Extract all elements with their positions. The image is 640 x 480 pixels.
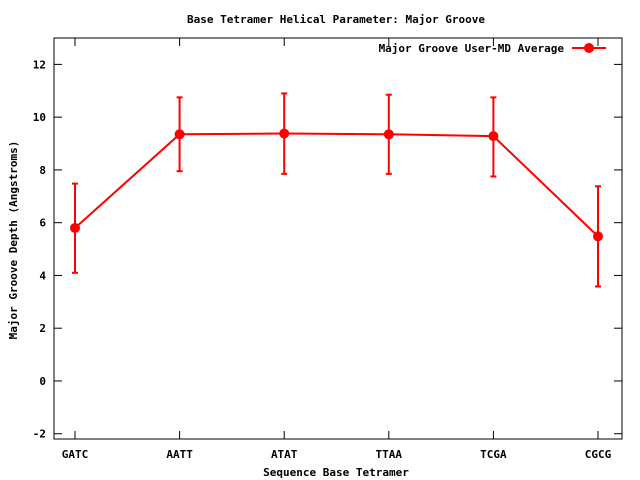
y-tick-label: 4 xyxy=(39,269,46,282)
x-axis: GATC AATT ATAT TTAA TCGA CGCG xyxy=(62,38,612,461)
plot-frame xyxy=(53,37,623,440)
data-point xyxy=(593,231,603,242)
legend-marker xyxy=(584,43,594,53)
data-point xyxy=(383,129,394,140)
legend-label: Major Groove User-MD Average xyxy=(379,42,565,55)
y-axis-label: Major Groove Depth (Angstroms) xyxy=(7,141,20,340)
y-tick-label: 6 xyxy=(39,217,46,230)
data-point xyxy=(174,129,185,140)
series-layer xyxy=(70,92,603,288)
data-point xyxy=(488,131,499,142)
x-tick-label: TCGA xyxy=(480,448,507,461)
x-tick-label: AATT xyxy=(166,448,193,461)
x-tick-label: GATC xyxy=(62,448,89,461)
legend: Major Groove User-MD Average xyxy=(379,42,606,55)
y-tick-label: 10 xyxy=(33,111,46,124)
data-point xyxy=(70,222,80,233)
y-tick-label: 2 xyxy=(39,322,46,335)
y-axis: -2 0 2 4 6 8 10 12 xyxy=(33,58,622,441)
x-tick-label: CGCG xyxy=(585,448,612,461)
y-tick-label: 0 xyxy=(39,375,46,388)
x-tick-label: ATAT xyxy=(271,448,298,461)
series-line xyxy=(74,132,599,238)
y-tick-label: 8 xyxy=(39,164,46,177)
y-tick-label: 12 xyxy=(33,58,46,71)
y-tick-label: -2 xyxy=(33,428,46,441)
x-tick-label: TTAA xyxy=(376,448,403,461)
x-axis-label: Sequence Base Tetramer xyxy=(263,466,409,479)
data-point xyxy=(279,128,290,139)
chart-title: Base Tetramer Helical Parameter: Major G… xyxy=(187,13,485,26)
